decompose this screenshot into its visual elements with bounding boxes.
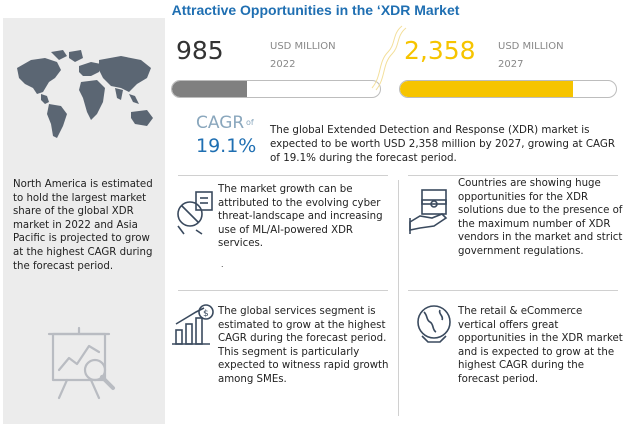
market-value-2027: 2,358 [404,36,476,65]
divider-middle [398,180,399,416]
decorative-squiggle-icon [371,25,407,91]
analytics-board-icon [47,326,115,400]
cagr-description: The global Extended Detection and Respon… [270,124,616,164]
divider-top-right [408,175,618,176]
world-map-icon [17,50,153,138]
divider-mid-right [408,290,618,291]
region-summary: North America is estimated to hold the l… [13,179,153,272]
progress-bar-2022 [171,80,381,98]
market-year-2022: 2022 [270,59,296,70]
cagr-of-label: of [246,118,254,127]
money-hand-icon [409,189,448,234]
market-value-2022: 985 [176,36,224,65]
market-year-2027: 2027 [498,59,524,70]
card-threat-text: The market growth can be attributed to t… [218,184,383,250]
left-panel: North America is estimated to hold the l… [3,18,165,424]
market-unit-2022: USD MILLION [270,41,336,52]
divider-top-left [178,175,388,176]
cagr-label: CAGR [196,113,245,133]
svg-text:$: $ [203,309,209,319]
page-title: Attractive Opportunities in the ‘XDR Mar… [171,2,460,18]
progress-fill-2022 [172,81,247,97]
progress-fill-2027 [400,81,573,97]
card-services-text: The global services segment is estimated… [218,306,389,385]
market-unit-2027: USD MILLION [498,41,564,52]
cagr-value: 19.1% [196,135,257,157]
progress-bar-2027 [399,80,617,98]
card-countries-text: Countries are showing huge opportunities… [458,178,623,257]
growth-chart-icon: $ [172,304,214,345]
cyber-threat-icon [177,191,213,235]
stray-mark: . [221,259,224,269]
divider-mid-left [178,290,388,291]
globe-icon [417,305,451,343]
card-retail-text: The retail & eCommerce vertical offers g… [458,306,623,385]
